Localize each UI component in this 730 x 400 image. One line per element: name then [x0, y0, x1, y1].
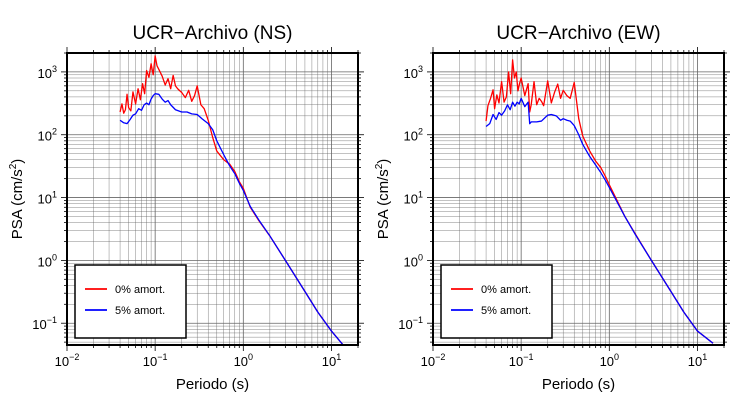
x-tick-label: 101 [322, 352, 341, 369]
x-tick-label: 10−2 [55, 352, 80, 369]
y-tick-label: 10−1 [32, 315, 57, 332]
tick-exponent: 2 [52, 127, 57, 137]
x-axis-label: Periodo (s) [176, 376, 249, 393]
tick-base: 10 [55, 354, 69, 369]
x-tick-label: 10−1 [509, 352, 534, 369]
tick-base: 10 [398, 317, 412, 332]
tick-exponent: −1 [47, 315, 57, 325]
tick-base: 10 [322, 354, 336, 369]
tick-base: 10 [143, 354, 157, 369]
x-tick-label: 100 [234, 352, 253, 369]
x-tick-label: 10−1 [143, 352, 168, 369]
y-axis-label: PSA (cm/s2) [8, 159, 26, 240]
tick-exponent: −2 [435, 352, 445, 362]
y-tick-label: 101 [404, 190, 423, 207]
legend-label-amort-5: 5% amort. [115, 305, 165, 317]
tick-exponent: −1 [413, 315, 423, 325]
legend-box [74, 264, 187, 339]
y-tick-label: 100 [38, 252, 57, 269]
x-tick-label: 100 [600, 352, 619, 369]
legend-box [440, 264, 553, 339]
tick-base: 10 [404, 192, 418, 207]
tick-exponent: 0 [418, 252, 423, 262]
legend: 0% amort. 5% amort. [440, 264, 553, 339]
plot-frame [66, 52, 359, 346]
axis-ticks [427, 47, 730, 351]
chart-title: UCR−Archivo (EW) [496, 23, 660, 44]
tick-base: 10 [38, 129, 52, 144]
series-line-amort-0 [119, 55, 344, 345]
tick-base: 10 [38, 192, 52, 207]
tick-base: 10 [688, 354, 702, 369]
legend-label-amort-0: 0% amort. [481, 284, 531, 296]
tick-exponent: 0 [248, 352, 253, 362]
x-tick-label: 101 [688, 352, 707, 369]
chart-panel-ns: 10−2 10−1 100 10110−1100101102103UCR−Archiv… [8, 23, 364, 393]
y-tick-label: 100 [404, 252, 423, 269]
legend: 0% amort. 5% amort. [74, 264, 187, 339]
series-line-amort-0 [485, 59, 714, 344]
y-tick-label: 102 [38, 127, 57, 144]
tick-exponent: 0 [52, 252, 57, 262]
tick-exponent: 1 [336, 352, 341, 362]
tick-exponent: 1 [418, 190, 423, 200]
tick-base: 10 [421, 354, 435, 369]
y-tick-label: 10−1 [398, 315, 423, 332]
tick-exponent: 1 [702, 352, 707, 362]
tick-base: 10 [38, 66, 52, 81]
tick-base: 10 [32, 317, 46, 332]
series-line-amort-5 [485, 97, 714, 344]
y-tick-label: 101 [38, 190, 57, 207]
y-label-main: PSA (cm/s [375, 169, 392, 239]
series-group [485, 59, 714, 344]
tick-base: 10 [509, 354, 523, 369]
tick-base: 10 [38, 254, 52, 269]
legend-label-amort-0: 0% amort. [115, 284, 165, 296]
y-label-sup: 2 [8, 163, 19, 169]
chart-title: UCR−Archivo (NS) [133, 23, 293, 44]
chart-panel-ew: 10−2 10−1 100 10110−1100101102103UCR−Archiv… [374, 23, 730, 393]
y-tick-label: 102 [404, 127, 423, 144]
tick-exponent: −1 [523, 352, 533, 362]
y-label-main: PSA (cm/s [9, 169, 26, 239]
legend-label-amort-5: 5% amort. [481, 305, 531, 317]
tick-exponent: 1 [52, 190, 57, 200]
y-tick-label: 103 [38, 64, 57, 81]
x-axis-label: Periodo (s) [542, 376, 615, 393]
tick-base: 10 [600, 354, 614, 369]
tick-base: 10 [404, 129, 418, 144]
tick-exponent: −1 [157, 352, 167, 362]
tick-base: 10 [234, 354, 248, 369]
y-label-sup: 2 [374, 163, 385, 169]
tick-exponent: −2 [69, 352, 79, 362]
series-line-amort-5 [119, 93, 344, 345]
axis-ticks [61, 47, 364, 351]
tick-base: 10 [404, 254, 418, 269]
y-axis-label: PSA (cm/s2) [374, 159, 392, 240]
tick-exponent: 0 [614, 352, 619, 362]
tick-base: 10 [404, 66, 418, 81]
y-tick-label: 103 [404, 64, 423, 81]
y-label-end: ) [375, 159, 392, 164]
tick-exponent: 3 [418, 64, 423, 74]
plot-frame [432, 52, 725, 346]
x-tick-label: 10−2 [421, 352, 446, 369]
y-label-end: ) [9, 159, 26, 164]
series-group [119, 55, 344, 345]
tick-exponent: 3 [52, 64, 57, 74]
tick-exponent: 2 [418, 127, 423, 137]
